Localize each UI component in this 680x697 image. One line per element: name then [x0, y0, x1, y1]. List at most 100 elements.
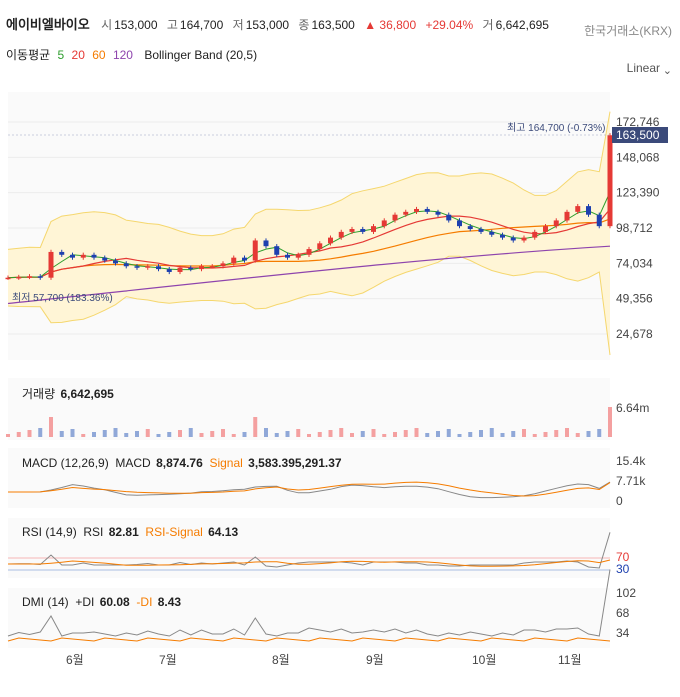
high-marker: 최고 164,700 (-0.73%) — [507, 122, 605, 134]
volume-bar — [81, 434, 86, 437]
candle-body — [510, 237, 516, 241]
rsi-panel-label: RSI (14,9) RSI 82.81 RSI-Signal 64.13 — [22, 525, 239, 539]
month-label: 6월 — [66, 653, 84, 667]
price-axis-label: 24,678 — [616, 327, 653, 341]
candle-body — [338, 231, 344, 238]
volume-bar — [468, 432, 473, 437]
rsi-signal-value: 64.13 — [208, 525, 239, 539]
volume-bar — [167, 432, 172, 437]
price-axis-label: 123,390 — [616, 186, 660, 200]
volume-bar — [446, 429, 451, 437]
candle-body — [553, 220, 559, 227]
volume-bar — [16, 432, 21, 437]
volume-bar — [274, 433, 279, 437]
price-axis-label: 49,356 — [616, 292, 653, 306]
change-value: ▲ 36,800 — [364, 18, 417, 32]
volume-bar — [597, 429, 602, 437]
volume-label: 거 — [482, 18, 494, 32]
month-label: 9월 — [366, 653, 384, 667]
candle-body — [435, 211, 441, 215]
candle-body — [102, 257, 108, 261]
volume-bar — [49, 417, 53, 437]
low-marker: 최저 57,700 (183.36%) — [12, 292, 113, 304]
candle-body — [392, 214, 398, 221]
volume-bar — [608, 407, 612, 437]
candle-body — [91, 254, 97, 258]
candle-body — [80, 254, 86, 258]
close-value: 163,500 — [311, 18, 355, 32]
indicator-legend[interactable]: 이동평균 5 20 60 120 Bollinger Band (20,5) — [6, 46, 261, 63]
macd-panel-label: MACD (12,26,9) MACD 8,874.76 Signal 3,58… — [22, 456, 342, 470]
ma5-label: 5 — [57, 48, 65, 62]
volume-bar — [489, 428, 494, 437]
candle-body — [381, 220, 387, 227]
chevron-down-icon[interactable]: ⌄ — [662, 65, 672, 77]
mdi-line — [7, 637, 611, 642]
volume-panel-label: 거래량 6,642,695 — [22, 387, 114, 401]
volume-bar — [102, 430, 107, 437]
ma-label: 이동평균 — [6, 48, 51, 62]
volume-bar — [554, 430, 559, 437]
candle-body — [252, 240, 258, 261]
volume-bar — [328, 430, 333, 437]
candle-body — [113, 260, 118, 264]
month-label: 11월 — [558, 653, 582, 667]
volume-bar — [27, 430, 32, 437]
candle-body — [446, 214, 452, 221]
candle-body — [424, 208, 430, 212]
candle-body — [543, 226, 548, 232]
candle-body — [575, 206, 581, 212]
volume-bar — [565, 428, 569, 437]
candle-body — [242, 257, 247, 261]
high-label: 고 — [166, 18, 178, 32]
candle-body — [457, 220, 462, 227]
volume-bar — [350, 433, 354, 437]
month-label: 10월 — [472, 653, 496, 667]
volume-bar — [371, 429, 376, 437]
pdi-value: 60.08 — [99, 595, 130, 609]
volume-bar — [296, 429, 301, 437]
bollinger-label: Bollinger Band (20,5) — [144, 48, 258, 62]
volume-bar — [242, 432, 247, 437]
price-axis-label: 74,034 — [616, 256, 653, 270]
ma60-label: 60 — [92, 48, 106, 62]
panel-bg-2 — [8, 448, 610, 508]
volume-panel-value: 6,642,695 — [60, 387, 114, 401]
macd-signal-line — [8, 481, 611, 497]
dmi-axis-label: 34 — [616, 626, 630, 640]
price-axis-label: 172,746 — [616, 115, 660, 129]
volume-axis-label: 6.64m — [616, 401, 649, 415]
volume-bar — [221, 429, 225, 437]
volume-bar — [522, 429, 526, 437]
volume-bar — [382, 434, 387, 437]
panel-bg-1 — [8, 378, 610, 440]
volume-bar — [307, 434, 311, 437]
volume-value: 6,642,695 — [495, 18, 549, 32]
rsi-30-label: 30 — [616, 562, 630, 576]
candle-body — [521, 237, 527, 241]
exchange-label: 한국거래소(KRX) — [584, 24, 672, 38]
volume-bar — [264, 428, 268, 437]
volume-bar — [135, 431, 139, 437]
month-label: 7월 — [159, 653, 177, 667]
macd-signal-value: 3,583.395,291.37 — [248, 456, 342, 470]
volume-bar — [500, 433, 505, 437]
candle-body — [403, 211, 409, 215]
price-axis-label: 148,068 — [616, 150, 660, 164]
volume-bar — [199, 433, 204, 437]
candle-body — [328, 237, 333, 244]
volume-bar — [414, 428, 419, 437]
scale-selector[interactable]: Linear — [626, 61, 660, 75]
volume-bar — [124, 433, 129, 437]
candle-body — [478, 229, 484, 232]
high-value: 164,700 — [179, 18, 224, 32]
candle-body — [467, 226, 473, 230]
volume-bar — [360, 431, 365, 437]
low-value: 153,000 — [245, 18, 290, 32]
rsi-signal-line — [8, 559, 611, 567]
rsi-value: 82.81 — [108, 525, 139, 539]
candle-body — [586, 206, 591, 215]
volume-bar — [231, 434, 236, 437]
macd-line — [8, 481, 611, 499]
